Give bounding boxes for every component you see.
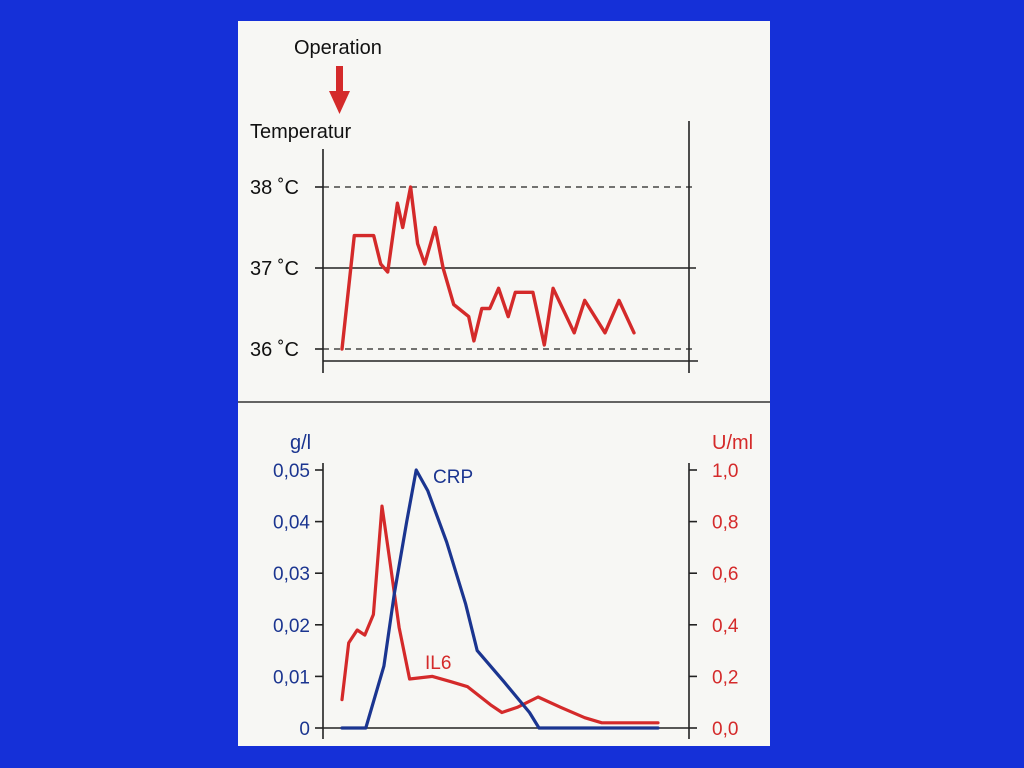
crp-y-tick-label: 0,05 (273, 461, 310, 482)
il6-series-line (340, 504, 660, 725)
temperature-crp-il6-figure: Operation Temperatur 38 ˚C 37 ˚C 36 ˚C g/l… (238, 37, 770, 740)
operation-label: Operation (294, 37, 382, 59)
crp-y-tick-label: 0,02 (273, 616, 310, 637)
crp-y-tick-label: 0 (299, 719, 310, 740)
figure-panel: Operation Temperatur 38 ˚C 37 ˚C 36 ˚C g/l… (238, 21, 770, 746)
crp-series-line (340, 468, 660, 730)
temperature-y-tick-label: 38 ˚C (250, 177, 299, 199)
il6-y-tick-label: 0,4 (712, 616, 739, 637)
crp-y-tick-label: 0,01 (273, 667, 310, 688)
il6-y-tick-label: 0,6 (712, 564, 738, 585)
crp-series-label: CRP (433, 467, 473, 488)
il6-y-tick-label: 1,0 (712, 461, 738, 482)
il6-y-tick-label: 0,2 (712, 667, 738, 688)
temperature-y-tick-label: 36 ˚C (250, 339, 299, 361)
temperature-y-tick-label: 37 ˚C (250, 258, 299, 280)
il6-y-tick-label: 0,8 (712, 513, 738, 534)
temperature-axis-label: Temperatur (250, 121, 351, 143)
crp-y-tick-label: 0,04 (273, 513, 310, 534)
left-axis-unit-label: g/l (290, 432, 311, 454)
temperature-chart: 38 ˚C 37 ˚C 36 ˚C (250, 121, 698, 373)
crp-il6-chart: 0 0,01 0,02 0,03 0,04 0,05 0,0 0,2 0,4 0,6 0,8 1,0… (273, 461, 739, 740)
il6-y-tick-label: 0,0 (712, 719, 738, 740)
temperature-series-line (340, 185, 636, 351)
il6-series-label: IL6 (425, 653, 451, 674)
arrow-down-icon (329, 66, 350, 114)
right-axis-unit-label: U/ml (712, 432, 753, 454)
crp-y-tick-label: 0,03 (273, 564, 310, 585)
